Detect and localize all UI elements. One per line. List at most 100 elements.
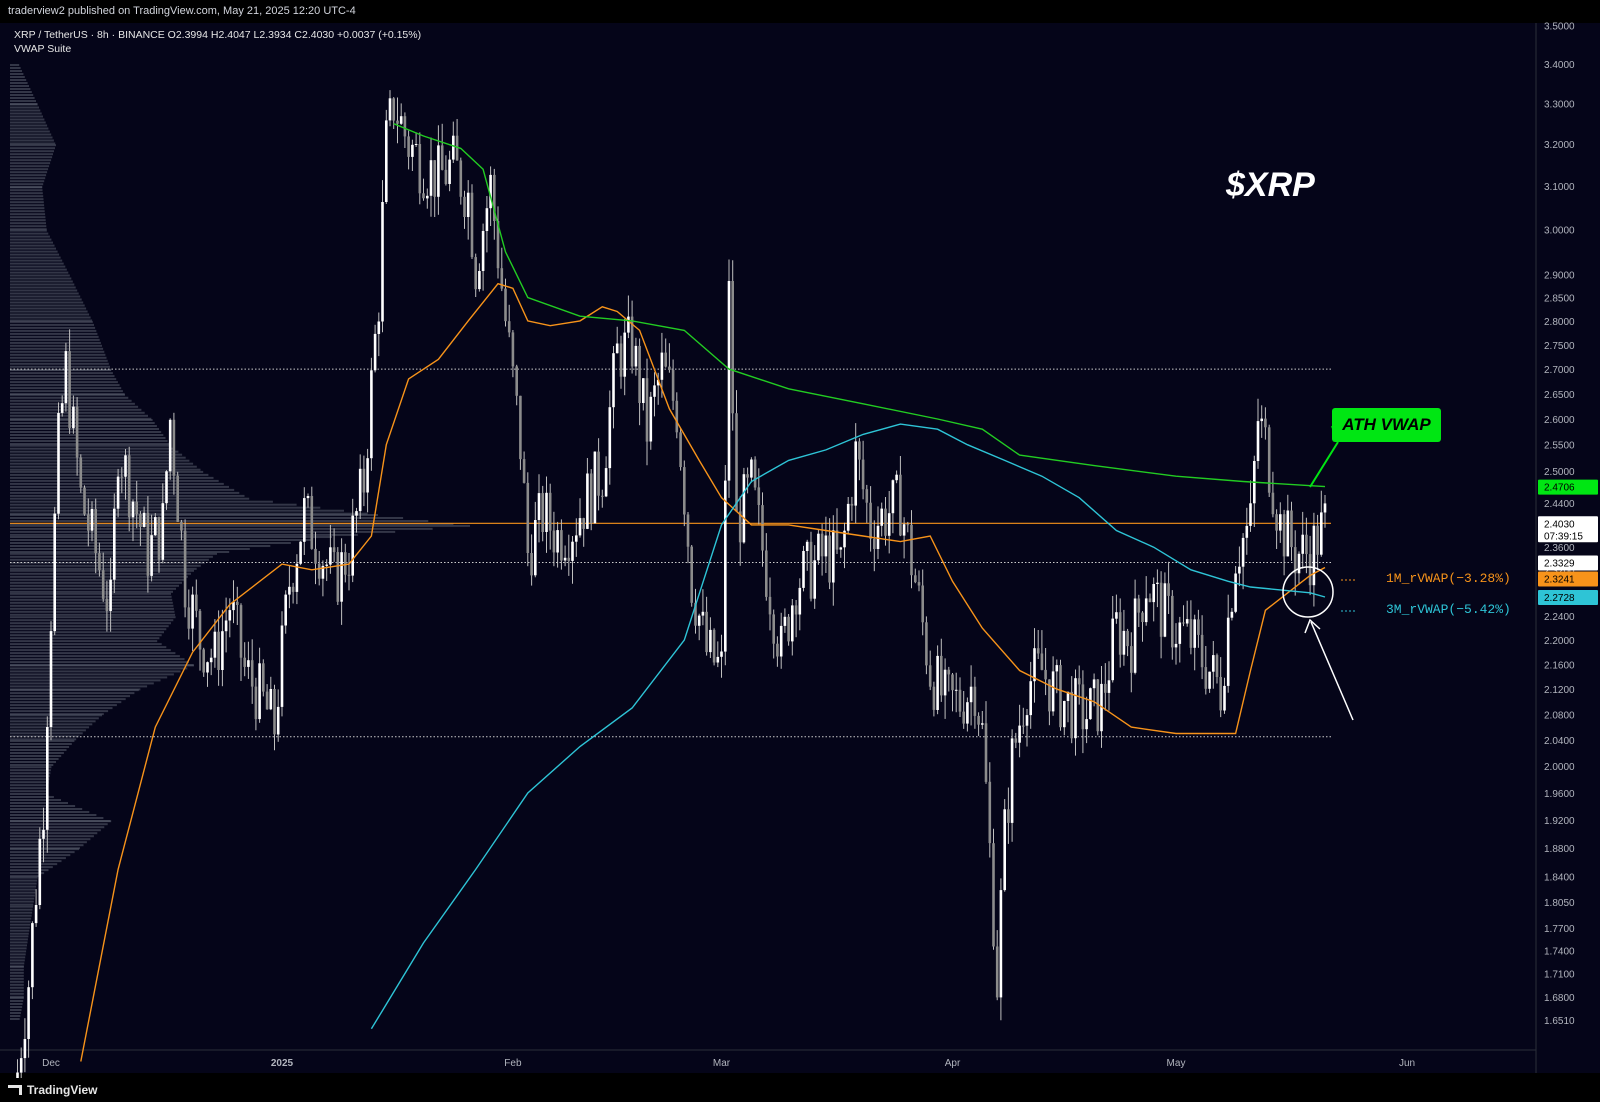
volume-profile-bar (10, 1006, 23, 1008)
candle-body (1141, 612, 1144, 622)
volume-profile-bar (10, 610, 175, 613)
candle-body (176, 475, 179, 522)
volume-profile-bar (10, 929, 30, 932)
candle-body (250, 660, 254, 687)
volume-profile-bar (10, 244, 55, 247)
volume-profile-bar (10, 882, 37, 885)
volume-profile-bar (10, 536, 332, 538)
volume-profile-bar (10, 136, 53, 139)
volume-profile-bar (10, 888, 36, 891)
candle-body (206, 662, 209, 673)
candle-body (1152, 584, 1155, 603)
candle-body (1204, 667, 1208, 689)
volume-profile-bar (10, 860, 62, 863)
volume-profile-bar (10, 851, 75, 854)
volume-profile-bar (10, 581, 182, 584)
candle-body (1286, 510, 1290, 557)
candle-body (466, 192, 470, 217)
candle-body (552, 530, 556, 553)
candle-body (1297, 553, 1301, 574)
candle-body (1081, 684, 1085, 730)
volume-profile-bar (10, 156, 53, 159)
volume-profile-bar (10, 995, 24, 998)
volume-profile-bar (10, 911, 33, 914)
candle-body (593, 451, 597, 524)
price-tick-label: 2.1200 (1544, 685, 1575, 696)
candle-body (548, 492, 552, 531)
time-axis[interactable]: Dec 2025 Feb Mar Apr May Jun (42, 1058, 1415, 1069)
volume-profile-bar (10, 622, 171, 625)
candle-body (1238, 566, 1241, 574)
volume-profile-bar (10, 347, 104, 350)
candle-body (478, 271, 481, 290)
volume-profile-bar (10, 434, 164, 436)
candle-body (347, 574, 351, 576)
candle-body (1267, 427, 1271, 493)
candle-body (914, 575, 917, 583)
candle-body (753, 459, 757, 488)
volume-profile-bar (10, 70, 22, 72)
candle-body (1074, 678, 1077, 739)
volume-profile-bar (10, 857, 66, 860)
volume-profile-bar (10, 359, 108, 362)
volume-profile-bar (10, 875, 40, 878)
candle-body (1089, 688, 1092, 720)
volume-profile-bar (10, 637, 160, 640)
volume-profile-bar (10, 341, 101, 344)
volume-profile-bar (10, 595, 172, 598)
candle-body (940, 655, 943, 696)
price-tick-label: 1.8400 (1544, 873, 1575, 884)
volume-profile-bar (10, 425, 157, 427)
candle-body (299, 541, 302, 564)
volume-profile-bar (10, 908, 33, 911)
tradingview-logo[interactable]: TradingView (8, 1083, 97, 1097)
candle-body (1122, 630, 1126, 655)
candle-body (284, 594, 287, 626)
candle-body (563, 557, 567, 561)
volume-profile-bar (10, 216, 46, 219)
candle-body (27, 987, 30, 1039)
candle-body (1085, 719, 1088, 730)
symbol-line: XRP / TetherUS · 8h · BINANCE (14, 29, 165, 41)
candle-body (165, 471, 168, 504)
volume-profile-bar (10, 997, 24, 999)
candle-body (385, 120, 388, 202)
candle-body (1033, 648, 1036, 682)
candle-body (578, 518, 582, 536)
candle-body (519, 395, 522, 460)
ohlc-low: L2.3934 (253, 29, 292, 41)
candle-body (489, 174, 492, 209)
price-axis[interactable]: 3.5000 3.4000 3.3000 3.2000 3.1000 3.0000 2.90… (1544, 22, 1575, 1027)
price-tick-label: 1.9200 (1544, 816, 1575, 827)
candle-body (411, 144, 414, 157)
volume-profile-bar (10, 682, 154, 685)
candle-body (1249, 503, 1252, 526)
candle-body (1003, 809, 1006, 891)
price-tick-label: 1.9600 (1544, 789, 1575, 800)
candle-body (355, 511, 358, 516)
volume-profile-bar (10, 555, 213, 558)
candle-body (139, 514, 142, 527)
candle-body (392, 98, 395, 121)
volume-profile-bar (10, 938, 28, 941)
volume-profile-bar (10, 523, 454, 525)
volume-profile-bar (10, 869, 49, 872)
candle-body (966, 702, 969, 724)
volume-profile-bar (10, 695, 130, 698)
candle-body (560, 530, 563, 561)
time-tick-label: Feb (504, 1058, 522, 1069)
price-tick-label: 2.9000 (1544, 271, 1575, 282)
candle-body (1007, 809, 1010, 823)
candle-body (120, 476, 124, 478)
volume-profile-bar (10, 73, 24, 75)
candle-body (522, 459, 526, 483)
price-tick-label: 1.8050 (1544, 898, 1575, 909)
candle-body (761, 505, 764, 551)
indicator-name[interactable]: VWAP Suite (14, 43, 72, 55)
volume-profile-bar (10, 228, 47, 231)
candle-body (839, 547, 843, 550)
candle-body (72, 406, 75, 429)
volume-profile-bar (10, 320, 93, 323)
volume-profile-bar (10, 524, 470, 527)
